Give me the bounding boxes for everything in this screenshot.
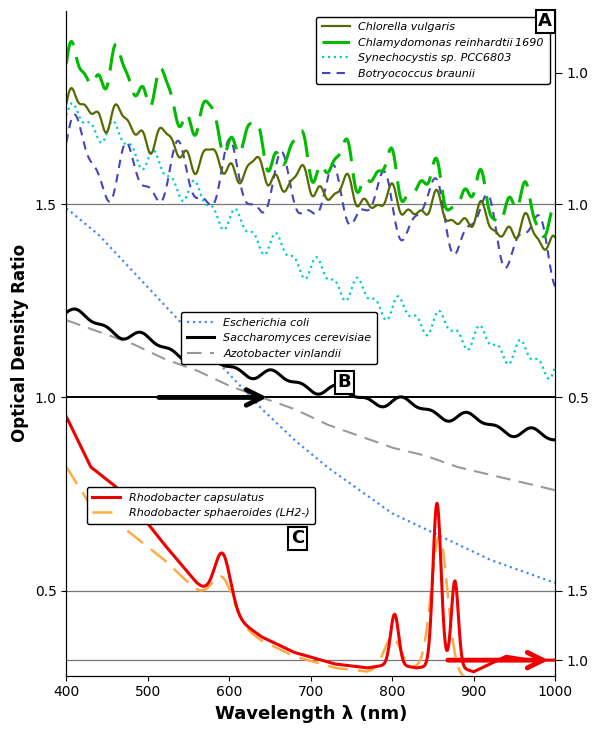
Y-axis label: Optical Density Ratio: Optical Density Ratio: [11, 244, 29, 443]
Text: B: B: [338, 374, 351, 391]
Text: C: C: [291, 529, 304, 548]
X-axis label: Wavelength λ (nm): Wavelength λ (nm): [215, 705, 407, 723]
Text: A: A: [538, 12, 552, 30]
Legend: Rhodobacter capsulatus, Rhodobacter sphaeroides (LH2-): Rhodobacter capsulatus, Rhodobacter spha…: [86, 487, 315, 524]
